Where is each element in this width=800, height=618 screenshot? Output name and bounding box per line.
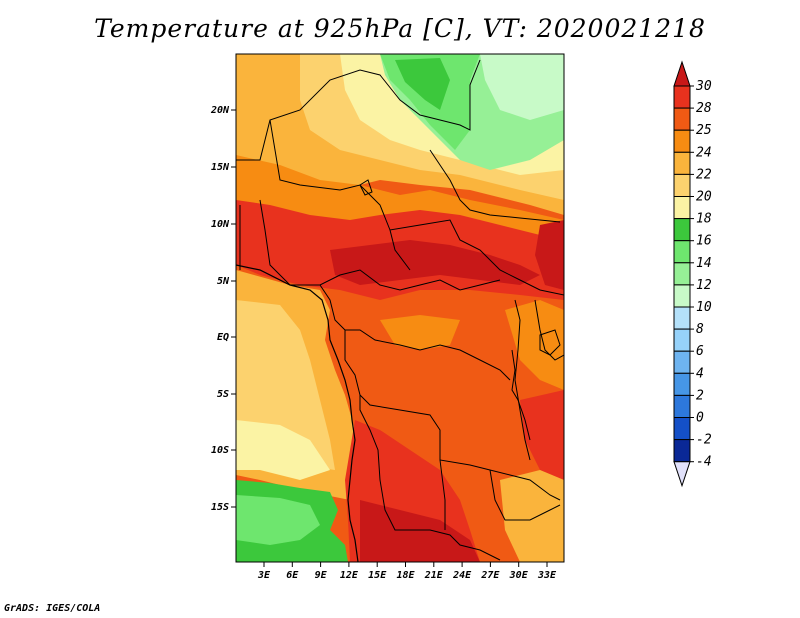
border-line	[429, 149, 561, 223]
lon-tick-label: 27E	[480, 570, 500, 581]
colorbar-box	[673, 328, 691, 352]
colorbar-label: -4	[696, 455, 712, 470]
border-line	[269, 119, 564, 296]
colorbar-label: 12	[696, 278, 712, 293]
colorbar-box	[673, 151, 691, 175]
field-east-hot-south	[520, 390, 564, 480]
colorbar-box	[673, 417, 691, 441]
colorbar-label: 22	[696, 167, 712, 182]
lat-tick-label: 10N	[211, 219, 230, 230]
border-line	[319, 284, 511, 381]
colorbar-box	[673, 394, 691, 418]
lon-tick-label: 9E	[315, 570, 328, 581]
colorbar-box	[673, 173, 691, 197]
colorbar-label: 25	[696, 123, 712, 138]
border-line	[389, 229, 411, 271]
colorbar-box	[673, 107, 691, 131]
lon-tick-label: 33E	[537, 570, 557, 581]
grads-credit: GrADS: IGES/COLA	[4, 603, 101, 614]
lon-tick-label: 3E	[257, 570, 271, 581]
colorbar-label: 18	[696, 212, 712, 227]
lon-tick-label: 24E	[452, 570, 472, 581]
lon-tick-label: 30E	[509, 570, 529, 581]
field-east-hot	[535, 220, 564, 290]
map-title: Temperature at 925hPa [C], VT: 202002121…	[94, 14, 706, 43]
colorbar-label: 14	[696, 256, 712, 271]
colorbar-label: 10	[696, 300, 712, 315]
temperature-field	[236, 54, 564, 562]
colorbar-label: 6	[696, 344, 704, 359]
colorbar-label: 0	[696, 411, 704, 426]
field-sw-green-light	[236, 495, 320, 545]
colorbar-box	[673, 372, 691, 396]
colorbar-box	[673, 218, 691, 242]
field-north-green-dark	[395, 58, 450, 110]
field-guinea-cream	[236, 420, 330, 480]
latitude-axis: 20N 15N 10N 5N EQ 5S 10S 15S	[210, 105, 236, 513]
country-borders	[236, 59, 564, 562]
border-line	[259, 199, 501, 291]
lat-tick-label: 15S	[211, 502, 229, 513]
colorbar-label: -2	[696, 433, 712, 448]
colorbar-box	[673, 439, 691, 463]
lon-tick-label: 6E	[286, 570, 299, 581]
border-line	[514, 299, 531, 461]
lake-outline	[539, 329, 561, 356]
map-frame	[235, 53, 565, 563]
colorbar-top-arrow	[673, 60, 691, 87]
colorbar-label: 2	[696, 388, 704, 403]
colorbar-box	[673, 85, 691, 109]
lon-tick-label: 12E	[340, 570, 359, 581]
lake-outline	[511, 349, 531, 441]
lake-outline	[359, 179, 373, 196]
colorbar-box	[673, 284, 691, 308]
colorbar-label: 16	[696, 234, 712, 249]
colorbar-box	[673, 350, 691, 374]
colorbar-label: 28	[696, 101, 712, 116]
longitude-axis: 3E 6E 9E 12E 15E 18E 21E 24E 27E 30E 33E	[257, 562, 557, 581]
colorbar-label: 30	[695, 79, 712, 94]
lat-tick-label: 5S	[217, 389, 229, 400]
coastline	[236, 264, 359, 562]
lon-tick-label: 21E	[424, 570, 444, 581]
lat-tick-label: 15N	[211, 162, 230, 173]
lat-tick-label: 5N	[217, 276, 230, 287]
border-line	[359, 395, 501, 561]
colorbar-box	[673, 262, 691, 286]
lat-tick-label: 20N	[210, 105, 230, 116]
lon-tick-label: 15E	[368, 570, 387, 581]
colorbar-box	[673, 129, 691, 153]
lon-tick-label: 18E	[396, 570, 415, 581]
colorbar-label: 8	[696, 322, 704, 337]
border-line	[439, 459, 446, 530]
lat-tick-label: EQ	[217, 332, 229, 343]
colorbar-label: 24	[696, 145, 712, 160]
colorbar-box	[673, 196, 691, 220]
field-central-hotter	[330, 240, 540, 285]
border-line	[344, 330, 561, 501]
field-congo-patch	[380, 315, 460, 350]
field-angola-hotter	[360, 500, 480, 562]
colorbar-box	[673, 306, 691, 330]
lat-tick-label: 10S	[211, 445, 229, 456]
border-line	[534, 299, 564, 361]
colorbar-box	[673, 240, 691, 264]
colorbar-bottom-arrow	[673, 461, 691, 488]
border-line	[236, 59, 481, 161]
colorbar-label: 4	[696, 366, 704, 381]
border-line	[489, 469, 561, 521]
colorbar-label: 20	[696, 190, 712, 205]
field-north-lightgreen-ne	[480, 54, 564, 120]
